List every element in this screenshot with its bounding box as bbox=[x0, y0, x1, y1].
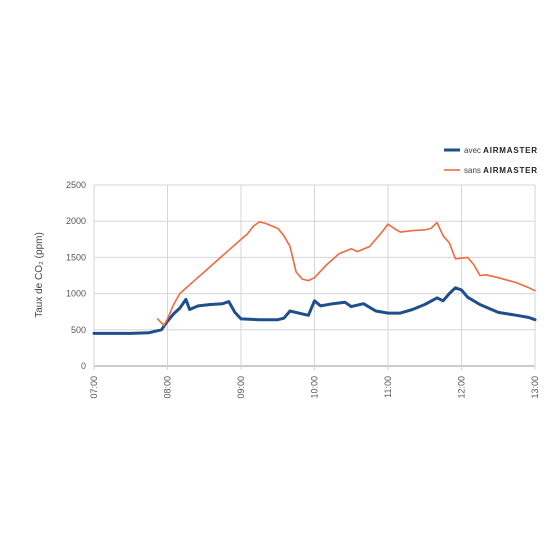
tick-layer: 0 500 1000 1500 2000 2500 07:00 08:00 09:00 10:00… bbox=[66, 180, 540, 399]
grid-layer bbox=[93, 184, 536, 370]
y-tick-label: 2500 bbox=[66, 180, 86, 190]
y-tick-label: 2000 bbox=[66, 216, 86, 226]
x-tick-label: 09:00 bbox=[236, 376, 246, 399]
x-tick-label: 11:00 bbox=[383, 376, 393, 398]
legend-entry-sans-airmaster: sans AIRMASTER bbox=[444, 166, 538, 175]
series-line-avec-airmaster bbox=[92, 286, 537, 335]
y-axis-title: Taux de CO₂ (ppm) bbox=[34, 232, 45, 318]
legend-entry-avec-airmaster: avec AIRMASTER bbox=[444, 146, 538, 155]
x-tick-label: 12:00 bbox=[457, 376, 467, 399]
y-tick-label: 0 bbox=[81, 361, 86, 371]
series-layer bbox=[92, 221, 537, 335]
x-tick-label: 13:00 bbox=[530, 376, 540, 399]
series-line-sans-airmaster bbox=[156, 221, 536, 327]
y-tick-label: 500 bbox=[71, 325, 86, 335]
y-tick-label: 1500 bbox=[66, 252, 86, 262]
legend-label: sans AIRMASTER bbox=[464, 166, 538, 175]
legend: avec AIRMASTER sans AIRMASTER bbox=[444, 146, 538, 175]
x-tick-label: 07:00 bbox=[89, 376, 99, 399]
y-tick-label: 1000 bbox=[66, 289, 86, 299]
x-tick-label: 08:00 bbox=[163, 376, 173, 399]
x-tick-label: 10:00 bbox=[310, 376, 320, 399]
legend-label: avec AIRMASTER bbox=[464, 146, 538, 155]
